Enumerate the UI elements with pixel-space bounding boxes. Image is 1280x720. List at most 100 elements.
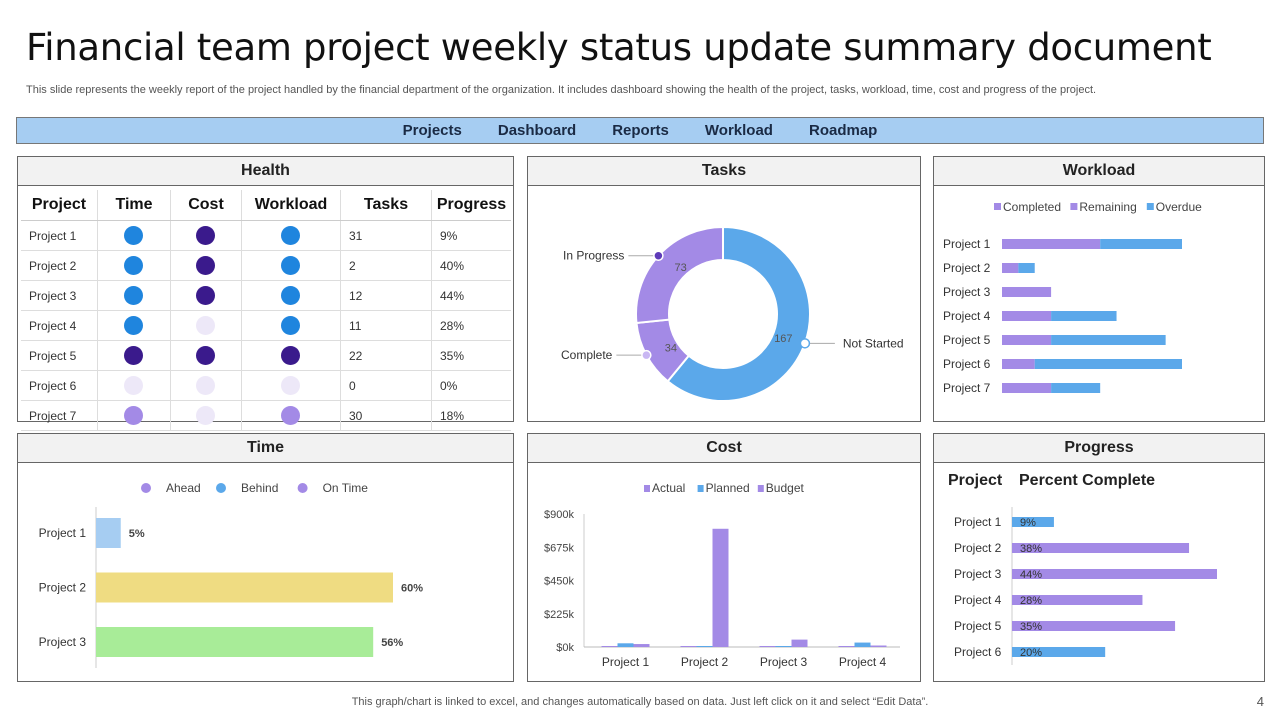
time-panel: Time Ahead Behind On Time Project 1 5% Projec… bbox=[17, 433, 514, 682]
nav-projects[interactable]: Projects bbox=[402, 122, 462, 139]
workload-bar-overdue bbox=[1100, 239, 1182, 249]
workload-cell bbox=[241, 220, 341, 251]
tasks-count: 22 bbox=[340, 340, 432, 371]
progress-bar bbox=[1012, 647, 1106, 657]
cost-bar-actual bbox=[601, 646, 618, 647]
cost-ytick-label: $900k bbox=[544, 509, 574, 521]
cost-category-label: Project 3 bbox=[760, 655, 808, 669]
health-row: Project 3 12 44% bbox=[21, 280, 511, 311]
health-table: Project Time Cost Workload Tasks Progres… bbox=[21, 190, 511, 431]
workload-cell bbox=[241, 310, 341, 341]
workload-legend-label: Completed bbox=[1003, 200, 1061, 214]
cost-ytick-label: $675k bbox=[544, 542, 574, 554]
time-legend-dot bbox=[216, 483, 226, 493]
progress-project-label: Project 2 bbox=[954, 541, 1002, 555]
cost-category-label: Project 4 bbox=[839, 655, 887, 669]
workload-bar-overdue bbox=[1018, 263, 1035, 273]
workload-legend-swatch bbox=[1070, 203, 1078, 210]
cost-cell bbox=[170, 340, 242, 371]
workload-legend-swatch bbox=[994, 203, 1001, 210]
progress-value: 35% bbox=[431, 340, 511, 371]
time-bar bbox=[96, 572, 393, 603]
cost-bar-planned bbox=[617, 643, 634, 647]
nav-roadmap[interactable]: Roadmap bbox=[808, 122, 878, 139]
cost-title: Cost bbox=[528, 434, 920, 463]
page-subtitle: This slide represents the weekly report … bbox=[26, 84, 1097, 96]
cost-cell bbox=[170, 310, 242, 341]
cost-bar-planned bbox=[854, 642, 871, 647]
time-status-dot bbox=[124, 256, 143, 275]
cost-category-label: Project 1 bbox=[602, 655, 650, 669]
workload-status-dot bbox=[281, 406, 300, 425]
cost-bar-budget bbox=[791, 639, 808, 647]
time-cell bbox=[97, 220, 171, 251]
time-status-dot bbox=[124, 316, 143, 335]
tasks-donut-chart: 167 Not Started 34 Complete 73 In Progress bbox=[561, 225, 904, 402]
time-project-label: Project 1 bbox=[39, 526, 87, 540]
workload-project-label: Project 2 bbox=[943, 261, 991, 275]
cost-cell bbox=[170, 250, 242, 281]
cost-panel: Cost Actual Planned Budget $0k $225k $450k $67… bbox=[527, 433, 921, 682]
time-status-dot bbox=[124, 376, 143, 395]
workload-panel: Workload Completed Remaining Overdue Projec… bbox=[933, 156, 1265, 422]
health-row: Project 4 11 28% bbox=[21, 310, 511, 341]
health-row: Project 5 22 35% bbox=[21, 340, 511, 371]
tasks-marker bbox=[653, 250, 664, 261]
health-row: Project 2 2 40% bbox=[21, 250, 511, 281]
cost-status-dot bbox=[196, 376, 215, 395]
workload-cell bbox=[241, 280, 341, 311]
progress-bar-label: 35% bbox=[1020, 621, 1042, 633]
progress-project-label: Project 6 bbox=[954, 645, 1002, 659]
cost-cell bbox=[170, 400, 242, 431]
cost-status-dot bbox=[196, 256, 215, 275]
progress-bar bbox=[1012, 621, 1176, 631]
cost-ytick-label: $450k bbox=[544, 576, 574, 588]
time-bar-label: 60% bbox=[401, 583, 423, 595]
workload-bar-overdue bbox=[1034, 359, 1182, 369]
time-cell bbox=[97, 310, 171, 341]
nav-dashboard[interactable]: Dashboard bbox=[497, 122, 577, 139]
cost-bar-budget bbox=[633, 644, 650, 647]
tasks-slice-in-progress bbox=[635, 225, 724, 325]
workload-bar-remaining bbox=[1002, 311, 1052, 321]
tasks-category-label: In Progress bbox=[563, 249, 624, 263]
workload-cell bbox=[241, 340, 341, 371]
workload-title: Workload bbox=[934, 157, 1264, 186]
tasks-value-label: 34 bbox=[665, 342, 677, 354]
time-legend-dot bbox=[141, 483, 151, 493]
workload-bar-remaining bbox=[1002, 287, 1052, 297]
workload-legend-swatch bbox=[1146, 203, 1154, 210]
progress-panel: Progress Project Percent Complete Project … bbox=[933, 433, 1265, 682]
workload-project-label: Project 3 bbox=[943, 285, 991, 299]
cost-legend-label: Actual bbox=[652, 481, 685, 495]
col-progress: Progress bbox=[431, 190, 511, 221]
workload-bar-remaining bbox=[1002, 263, 1019, 273]
workload-cell bbox=[241, 370, 341, 401]
cost-status-dot bbox=[196, 316, 215, 335]
progress-bar bbox=[1012, 543, 1190, 553]
project-name: Project 1 bbox=[21, 220, 98, 251]
workload-bar-remaining bbox=[1002, 383, 1052, 393]
workload-project-label: Project 7 bbox=[943, 381, 991, 395]
cost-status-dot bbox=[196, 286, 215, 305]
nav-workload[interactable]: Workload bbox=[704, 122, 773, 139]
nav-reports[interactable]: Reports bbox=[612, 122, 669, 139]
time-bar bbox=[96, 518, 121, 548]
workload-project-label: Project 5 bbox=[943, 333, 991, 347]
time-bar-label: 56% bbox=[381, 637, 403, 649]
time-legend-label: Behind bbox=[241, 481, 278, 495]
cost-status-dot bbox=[196, 346, 215, 365]
progress-value: 28% bbox=[431, 310, 511, 341]
workload-status-dot bbox=[281, 256, 300, 275]
cost-legend-label: Planned bbox=[706, 481, 750, 495]
time-project-label: Project 2 bbox=[39, 581, 87, 595]
workload-project-label: Project 6 bbox=[943, 357, 991, 371]
cost-legend-swatch bbox=[697, 485, 704, 492]
tasks-category-label: Not Started bbox=[843, 336, 904, 350]
workload-chart: Completed Remaining Overdue Project 1 Projec… bbox=[943, 200, 1202, 395]
health-panel: Health Project Time Cost Workload Tasks … bbox=[17, 156, 514, 431]
progress-bar-label: 38% bbox=[1020, 543, 1042, 555]
progress-col-project: Project bbox=[948, 472, 1003, 489]
workload-bar-overdue bbox=[1051, 383, 1101, 393]
tasks-count: 11 bbox=[340, 310, 432, 341]
